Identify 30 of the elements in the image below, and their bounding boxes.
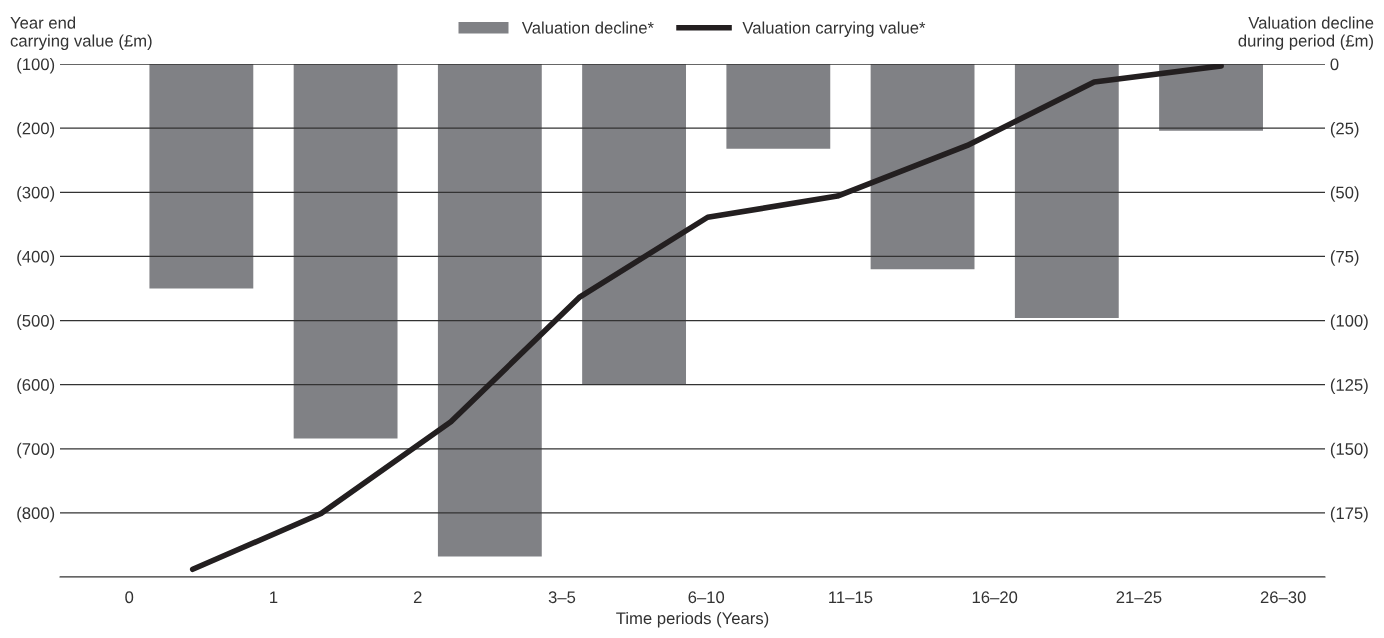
x-tick-label: 11–15	[829, 591, 873, 604]
y-tick-label: (700)	[17, 442, 55, 459]
y2-tick-label: (125)	[1330, 378, 1368, 395]
x-tick-label: 3–5	[548, 591, 576, 604]
y2-tick-label: (50)	[1330, 186, 1359, 202]
y2-tick-label: 0	[1330, 58, 1339, 71]
y-axis-title: Year end carrying value (£m)	[10, 16, 152, 50]
y-tick-label: (100)	[17, 57, 55, 74]
y2-tick-label: (75)	[1330, 250, 1359, 266]
y-tick-label: (600)	[17, 378, 55, 395]
legend-label: Valuation carrying value*	[742, 21, 926, 37]
y-tick-label: (500)	[17, 314, 55, 330]
y2-tick-label: (25)	[1330, 122, 1359, 138]
y-tick-label: (800)	[17, 506, 55, 523]
x-tick-label: 21–25	[1116, 591, 1162, 604]
x-tick-label: 1	[270, 591, 278, 603]
y-tick-label: (300)	[17, 186, 55, 202]
x-tick-label: 26–30	[1260, 591, 1306, 604]
x-tick-label: 16–20	[972, 591, 1018, 604]
y-tick-label: (400)	[17, 250, 55, 266]
x-tick-label: 0	[125, 591, 134, 604]
x-axis-title: Time periods (Years)	[616, 611, 769, 628]
y2-tick-label: (100)	[1330, 314, 1368, 330]
x-tick-label: 2	[413, 591, 422, 603]
y2-axis-title: Valuation decline during period (£m)	[1238, 16, 1374, 50]
x-tick-label: 6–10	[688, 591, 725, 604]
y2-tick-label: (150)	[1330, 442, 1368, 459]
legend-label: Valuation decline*	[521, 21, 654, 34]
y2-tick-label: (175)	[1330, 506, 1368, 523]
y-tick-label: (200)	[17, 122, 55, 138]
